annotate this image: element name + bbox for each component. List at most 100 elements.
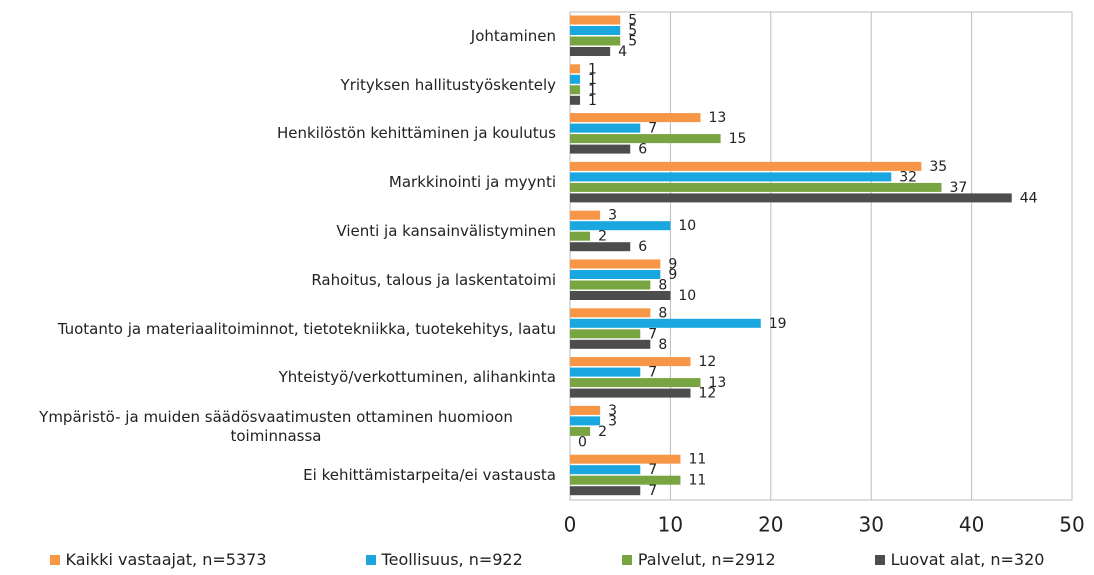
bar [570, 329, 641, 339]
value-label: 7 [648, 365, 657, 381]
value-label: 0 [578, 434, 587, 450]
bar [570, 134, 721, 144]
legend-label: Teollisuus, n=922 [381, 550, 523, 569]
value-label: 44 [1020, 190, 1038, 206]
category-label-box: Vienti ja kansainvälistyminen [0, 207, 556, 256]
bar [570, 465, 641, 475]
bar [570, 85, 581, 95]
x-tick-label: 10 [658, 513, 683, 537]
value-label: 13 [709, 375, 727, 391]
bar [570, 210, 601, 220]
legend-item: Palvelut, n=2912 [621, 550, 776, 569]
bar [570, 486, 641, 496]
bar [570, 26, 621, 35]
y-tick-label: Rahoitus, talous ja laskentatoimi [311, 270, 556, 289]
legend-item: Luovat alat, n=320 [874, 550, 1044, 569]
category-label-box: Johtaminen [0, 12, 556, 61]
bar [570, 270, 661, 279]
bar [570, 172, 892, 182]
bar [570, 95, 581, 105]
legend-swatch [874, 555, 885, 565]
value-label: 5 [628, 23, 637, 39]
bar [570, 475, 681, 485]
value-label: 1 [588, 72, 597, 88]
bar [570, 280, 651, 290]
bar [570, 367, 641, 377]
bar [570, 221, 671, 231]
x-tick-label: 40 [959, 513, 984, 537]
y-tick-label: Tuotanto ja materiaalitoiminnot, tietote… [57, 319, 556, 338]
value-label: 3 [608, 208, 617, 224]
category-label-box: Yrityksen hallitustyöskentely [0, 61, 556, 110]
bar [570, 357, 691, 367]
value-label: 12 [698, 386, 716, 402]
y-tick-label: Markkinointi ja myynti [388, 173, 556, 192]
bar [570, 15, 621, 25]
y-tick-label: Ei kehittämistarpeita/ei vastausta [303, 466, 556, 485]
y-tick-label: Yrityksen hallitustyöskentely [340, 75, 556, 94]
bar [570, 74, 581, 84]
bar [570, 416, 601, 426]
value-label: 7 [648, 462, 657, 478]
category-label-box: Markkinointi ja myynti [0, 158, 556, 207]
value-label: 1 [588, 61, 597, 77]
legend-swatch [365, 555, 376, 565]
x-tick-label: 50 [1059, 513, 1084, 537]
bar [570, 388, 691, 398]
category-label-box: Ympäristö- ja muiden säädösvaatimusten o… [0, 402, 556, 451]
value-label: 9 [668, 257, 677, 273]
x-tick-label: 30 [858, 513, 883, 537]
value-label: 11 [688, 452, 706, 468]
bar [570, 161, 922, 171]
y-tick-label: Johtaminen [470, 26, 556, 45]
value-label: 7 [648, 121, 657, 137]
bar [570, 318, 761, 328]
value-label: 2 [598, 229, 607, 245]
value-label: 3 [608, 403, 617, 419]
value-label: 15 [729, 131, 747, 147]
bar [570, 405, 601, 415]
value-label: 2 [598, 424, 607, 440]
value-label: 8 [658, 278, 667, 294]
category-label-box: Ei kehittämistarpeita/ei vastausta [0, 451, 556, 500]
value-label: 35 [929, 159, 947, 175]
bar [570, 36, 621, 46]
value-label: 8 [658, 337, 667, 353]
category-label-box: Tuotanto ja materiaalitoiminnot, tietote… [0, 305, 556, 354]
value-label: 3 [608, 413, 617, 429]
bar [570, 64, 581, 74]
value-label: 6 [638, 239, 647, 255]
category-label-box: Rahoitus, talous ja laskentatoimi [0, 256, 556, 305]
category-label-box: Yhteistyö/verkottuminen, alihankinta [0, 354, 556, 403]
bar [570, 378, 701, 388]
value-label: 4 [618, 44, 627, 60]
bar [570, 426, 591, 436]
bar [570, 123, 641, 133]
legend-item: Kaikki vastaajat, n=5373 [49, 550, 267, 569]
value-label: 5 [628, 34, 637, 50]
bar [570, 113, 701, 123]
bar [570, 291, 671, 300]
bar [570, 144, 631, 154]
value-label: 9 [668, 267, 677, 283]
x-tick-label: 20 [758, 513, 783, 537]
value-label: 37 [949, 180, 967, 196]
bar [570, 454, 681, 464]
y-tick-label: Ympäristö- ja muiden säädösvaatimusten o… [39, 407, 513, 445]
legend-item: Teollisuus, n=922 [365, 550, 523, 569]
y-tick-label: Vienti ja kansainvälistyminen [336, 222, 556, 241]
value-label: 11 [688, 473, 706, 489]
bar [570, 259, 661, 269]
value-label: 32 [899, 169, 917, 185]
bar [570, 47, 611, 56]
bar [570, 308, 651, 318]
plot-border [569, 11, 1073, 501]
value-label: 7 [648, 326, 657, 342]
legend-label: Kaikki vastaajat, n=5373 [65, 550, 267, 569]
y-tick-label: Yhteistyö/verkottuminen, alihankinta [278, 368, 556, 387]
category-label-box: Henkilöstön kehittäminen ja koulutus [0, 110, 556, 159]
bar [570, 231, 591, 241]
value-label: 5 [628, 13, 637, 29]
legend-swatch [49, 555, 60, 565]
